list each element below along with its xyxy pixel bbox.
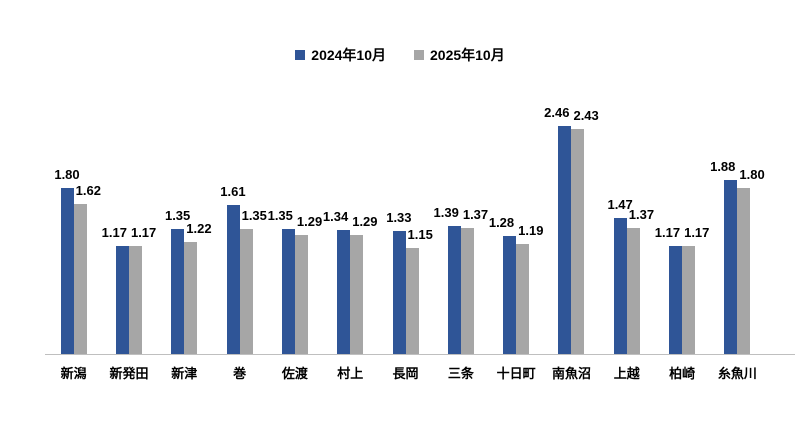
value-label-2024-10-13: 1.88	[710, 159, 736, 174]
value-label-2025-10-12: 1.17	[684, 225, 710, 240]
x-axis-label-1: 新潟	[60, 366, 87, 381]
bar-2025-10-1	[73, 204, 87, 355]
value-label-2025-10-2: 1.17	[130, 225, 157, 240]
value-label-2024-10-5: 1.35	[267, 208, 293, 223]
x-axis-label-6: 村上	[337, 366, 364, 381]
bar-2025-10-9	[516, 244, 530, 355]
x-axis-label-4: 巻	[233, 366, 247, 381]
x-axis-line	[45, 354, 795, 355]
value-label-2024-10-8: 1.39	[433, 205, 459, 220]
bar-group-3: 1.35 1.22	[157, 0, 212, 355]
bar-2024-10-7	[392, 231, 406, 355]
bar-2024-10-1	[60, 188, 74, 355]
bar-group-13: 1.88 1.80	[710, 0, 765, 355]
bar-2024-10-8	[447, 226, 461, 355]
bar-group-8: 1.39 1.37	[433, 0, 488, 355]
value-label-2025-10-6: 1.29	[352, 214, 378, 229]
value-label-2024-10-11: 1.47	[607, 197, 633, 212]
bar-group-5: 1.35 1.29	[267, 0, 322, 355]
value-label-2024-10-6: 1.34	[322, 209, 349, 224]
bar-2024-10-6	[337, 230, 351, 355]
value-label-2024-10-7: 1.33	[386, 210, 412, 225]
value-label-2025-10-4: 1.35	[241, 208, 267, 223]
bar-group-1: 1.80 1.62	[46, 0, 101, 355]
bar-2024-10-12	[669, 246, 683, 355]
bar-2024-10-10	[558, 126, 572, 355]
x-axis-label-9: 十日町	[496, 366, 536, 381]
bar-2025-10-11	[626, 228, 640, 355]
value-label-2025-10-9: 1.19	[518, 223, 544, 238]
value-label-2024-10-2: 1.17	[101, 225, 127, 240]
bar-group-4: 1.61 1.35	[212, 0, 267, 355]
x-axis-label-5: 佐渡	[281, 366, 308, 381]
value-label-2025-10-8: 1.37	[462, 207, 489, 222]
x-axis-labels: 新潟 新発田 新津 巻 佐渡 村上 長岡 三条 十日町 南魚沼 上越 柏崎 糸魚川	[46, 363, 765, 382]
value-label-2025-10-5: 1.29	[296, 214, 323, 229]
legend: 2024年10月 2025年10月	[0, 45, 800, 65]
x-axis-label-12: 柏崎	[669, 366, 696, 381]
bar-group-11: 1.47 1.37	[599, 0, 654, 355]
x-axis-label-11: 上越	[613, 366, 640, 381]
value-label-2025-10-3: 1.22	[186, 221, 212, 236]
bar-2025-10-12	[682, 246, 696, 355]
value-label-2025-10-7: 1.15	[407, 227, 433, 242]
bar-group-12: 1.17 1.17	[654, 0, 709, 355]
bar-2025-10-4	[239, 229, 253, 355]
x-axis-label-2: 新発田	[109, 366, 149, 381]
value-label-2024-10-1: 1.80	[54, 167, 80, 182]
legend-label-2025-10: 2025年10月	[430, 47, 505, 63]
bar-2024-10-3	[171, 229, 185, 355]
value-label-2024-10-3: 1.35	[164, 208, 191, 223]
legend-label-2024-10: 2024年10月	[311, 47, 386, 63]
value-label-2024-10-12: 1.17	[654, 225, 681, 240]
plot-area: 1.80 1.62 1.17 1.17 1.35 1.22 1.61 1.35 1.35 1.29…	[45, 0, 795, 355]
legend-item-2024-10: 2024年10月	[295, 45, 386, 65]
legend-item-2025-10: 2025年10月	[414, 45, 505, 65]
bar-group-2: 1.17 1.17	[101, 0, 156, 355]
bar-2024-10-5	[281, 229, 295, 355]
x-axis-label-10: 南魚沼	[551, 366, 591, 381]
bar-2025-10-10	[571, 129, 585, 355]
x-axis-label-3: 新津	[171, 366, 198, 381]
bar-2024-10-2	[115, 246, 129, 355]
legend-swatch-2025-10	[414, 50, 424, 60]
legend-swatch-2024-10	[295, 50, 306, 60]
value-label-2024-10-10: 2.46	[544, 105, 570, 120]
bar-2025-10-5	[294, 235, 308, 355]
bar-2025-10-3	[184, 242, 198, 355]
value-label-2024-10-4: 1.61	[220, 184, 246, 199]
bar-group-7: 1.33 1.15	[378, 0, 433, 355]
bar-2024-10-9	[503, 236, 517, 355]
bar-group-9: 1.28 1.19	[489, 0, 544, 355]
bar-2024-10-4	[226, 205, 240, 355]
bar-group-10: 2.46 2.43	[544, 0, 599, 355]
value-label-2025-10-10: 2.43	[573, 108, 599, 123]
x-axis-label-8: 三条	[447, 366, 474, 381]
bar-2024-10-13	[724, 180, 738, 355]
bar-2025-10-6	[350, 235, 364, 355]
bar-2025-10-13	[737, 188, 751, 355]
value-label-2025-10-13: 1.80	[739, 167, 765, 182]
bar-2025-10-7	[405, 248, 419, 355]
value-label-2024-10-9: 1.28	[488, 215, 515, 230]
bar-2025-10-2	[128, 246, 142, 355]
bar-group-6: 1.34 1.29	[323, 0, 378, 355]
x-axis-label-7: 長岡	[392, 366, 419, 381]
x-axis-label-13: 糸魚川	[717, 366, 757, 381]
value-label-2025-10-1: 1.62	[75, 183, 101, 198]
value-label-2025-10-11: 1.37	[628, 207, 655, 222]
bar-2025-10-8	[460, 228, 474, 355]
bar-2024-10-11	[613, 218, 627, 355]
bar-groups: 1.80 1.62 1.17 1.17 1.35 1.22 1.61 1.35 1.35 1.29…	[46, 0, 765, 355]
